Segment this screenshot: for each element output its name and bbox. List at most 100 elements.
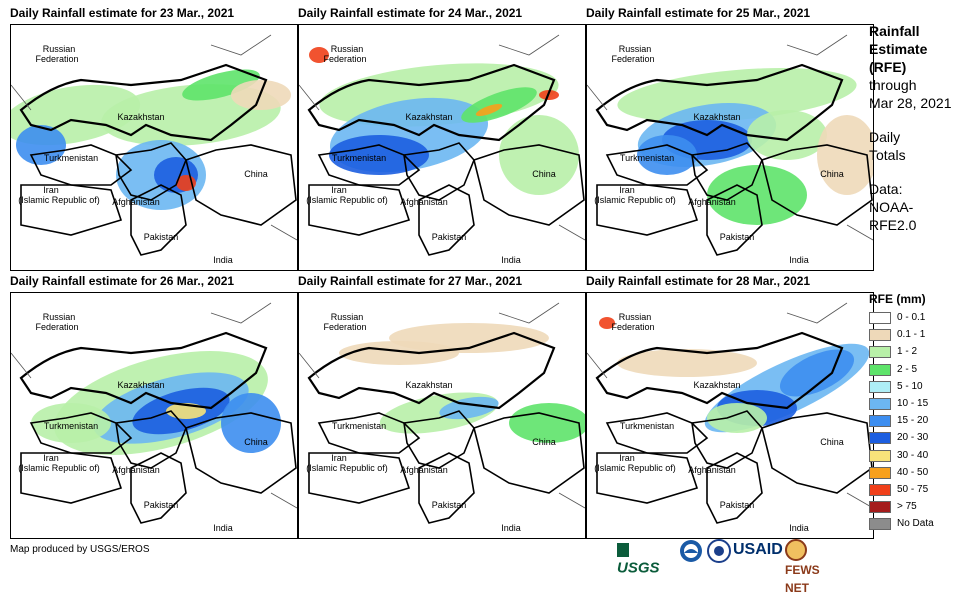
map-label-iran_1: Iran [43, 453, 59, 463]
legend-label: 10 - 15 [897, 397, 929, 409]
country-border [308, 452, 411, 504]
legend-swatch [869, 518, 891, 531]
country-border [317, 412, 421, 454]
rainfall-area [637, 135, 697, 175]
map-label-iran_2: (Islamic Republic of) [594, 195, 676, 205]
map-label-russia_1: Russian [43, 44, 76, 54]
country-border [691, 142, 763, 201]
panel-title: Daily Rainfall estimate for 25 Mar., 202… [586, 6, 811, 20]
country-border [130, 452, 187, 524]
map-label-pakistan: Pakistan [432, 232, 467, 242]
rainfall-area [182, 69, 260, 101]
map-label-kazakhstan: Kazakhstan [405, 380, 452, 390]
rainfall-map-panel: Daily Rainfall estimate for 27 Mar., 202… [296, 274, 586, 542]
noaa-logo [679, 539, 703, 568]
map-label-kazakhstan: Kazakhstan [405, 112, 452, 122]
rainfall-area [389, 323, 549, 353]
map-label-iran_1: Iran [619, 185, 635, 195]
map-label-india: India [213, 523, 233, 533]
map-label-russia_2: Federation [611, 322, 654, 332]
map-label-pakistan: Pakistan [720, 500, 755, 510]
sidebar-caption: Rainfall Estimate (RFE) through Mar 28, … [869, 22, 965, 234]
rainfall-area [707, 403, 767, 433]
map-label-russia_2: Federation [323, 322, 366, 332]
country-border [307, 63, 556, 142]
map-label-afghanistan: Afghanistan [400, 465, 448, 475]
country-border [706, 184, 763, 256]
legend-label: 50 - 75 [897, 483, 929, 495]
daily-label: Daily [869, 129, 901, 145]
map-label-china: China [820, 437, 844, 447]
rainfall-map: Russian Federation Kazakhstan Turkmenistan I… [298, 24, 586, 271]
map-label-india: India [789, 255, 809, 265]
country-border [115, 142, 187, 201]
legend-label: 2 - 5 [897, 363, 918, 375]
rainfall-map: Russian Federation Kazakhstan Turkmenistan I… [298, 292, 586, 539]
map-label-iran_2: (Islamic Republic of) [18, 195, 100, 205]
rainfall-map-panel: Daily Rainfall estimate for 26 Mar., 202… [8, 274, 298, 542]
map-label-india: India [213, 255, 233, 265]
country-border [418, 184, 475, 256]
country-border [473, 144, 585, 226]
country-border [596, 452, 699, 504]
map-label-turkmenistan: Turkmenistan [44, 153, 98, 163]
map-label-kazakhstan: Kazakhstan [693, 112, 740, 122]
data-label: Data: [869, 181, 903, 197]
rainfall-map-panel: Daily Rainfall estimate for 23 Mar., 202… [8, 6, 298, 274]
map-label-afghanistan: Afghanistan [112, 465, 160, 475]
legend-label: 1 - 2 [897, 346, 918, 358]
country-border [29, 144, 133, 186]
country-border [185, 412, 297, 494]
map-label-iran_1: Iran [331, 185, 347, 195]
legend-swatch [869, 501, 891, 514]
rainfall-map: Russian Federation Kazakhstan Turkmenistan I… [10, 24, 298, 271]
rainfall-map: Russian Federation Kazakhstan Turkmenistan I… [586, 292, 874, 539]
country-border [185, 144, 297, 226]
country-border [20, 184, 123, 236]
country-border [595, 63, 844, 142]
rainfall-map-panel: Daily Rainfall estimate for 28 Mar., 202… [584, 274, 874, 542]
legend-swatch [869, 312, 891, 324]
country-border [761, 144, 873, 226]
country-border [596, 184, 699, 236]
map-label-russia_1: Russian [331, 312, 364, 322]
country-border [418, 452, 475, 524]
country-border [403, 410, 475, 469]
map-label-china: China [244, 169, 268, 179]
data-source-line1: NOAA- [869, 199, 914, 215]
rainfall-area [599, 317, 615, 329]
data-source-line2: RFE2.0 [869, 217, 917, 233]
map-label-russia_2: Federation [611, 54, 654, 64]
legend-swatch [869, 466, 891, 479]
country-border [473, 412, 585, 494]
map-label-turkmenistan: Turkmenistan [620, 421, 674, 431]
country-border [317, 144, 421, 186]
rainfall-area [329, 135, 429, 175]
map-label-iran_2: (Islamic Republic of) [306, 195, 388, 205]
legend-label: 0.1 - 1 [897, 329, 926, 341]
legend-label: No Data [897, 518, 934, 530]
country-border [691, 410, 763, 469]
country-border [605, 412, 709, 454]
map-label-iran_1: Iran [43, 185, 59, 195]
legend-label: 0 - 0.1 [897, 312, 926, 323]
rainfall-area [309, 47, 329, 63]
usaid-logo: USAID [733, 541, 783, 558]
country-border [587, 302, 873, 509]
map-label-turkmenistan: Turkmenistan [620, 153, 674, 163]
legend-swatch [869, 346, 891, 359]
map-label-india: India [501, 255, 521, 265]
country-border [130, 184, 187, 256]
panel-title: Daily Rainfall estimate for 24 Mar., 202… [298, 6, 523, 20]
country-border [19, 331, 268, 410]
map-label-india: India [501, 523, 521, 533]
usgs-logo: USGS [617, 541, 660, 577]
country-border [299, 34, 585, 241]
legend-label: 40 - 50 [897, 466, 929, 478]
legend-label: 30 - 40 [897, 449, 929, 461]
legend-label: > 75 [897, 501, 917, 513]
country-border [403, 142, 475, 201]
map-label-russia_2: Federation [35, 322, 78, 332]
legend-swatch [869, 415, 891, 428]
rfe-title-line3: (RFE) [869, 59, 907, 75]
